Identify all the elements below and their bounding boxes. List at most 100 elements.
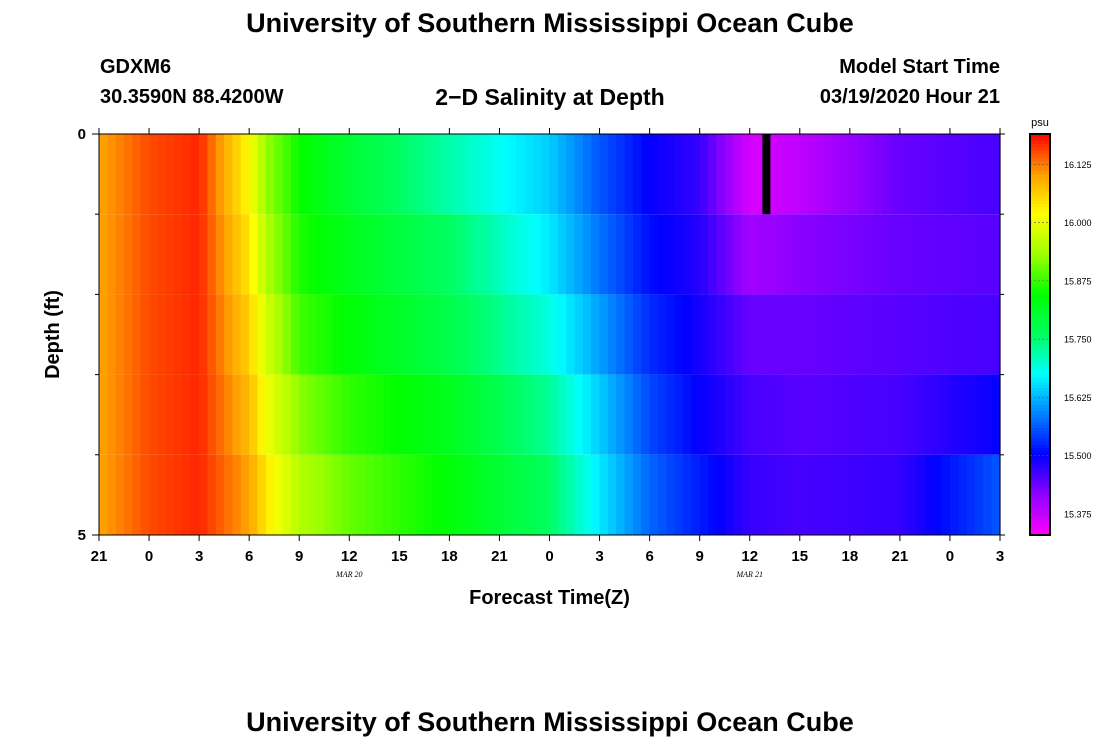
- x-tick-label: 18: [841, 548, 858, 565]
- heatmap-cell: [624, 454, 634, 535]
- heatmap-cell: [516, 374, 526, 455]
- colorbar-cell: [1030, 444, 1050, 449]
- heatmap-cell: [666, 134, 676, 215]
- heatmap-cell: [265, 294, 275, 375]
- heatmap-cell: [708, 374, 717, 455]
- colorbar-cell: [1030, 347, 1050, 352]
- heatmap-cell: [282, 134, 292, 215]
- colorbar-cell: [1030, 230, 1050, 235]
- heatmap-cell: [758, 454, 767, 535]
- heatmap-cell: [340, 214, 350, 295]
- heatmap-cell: [799, 134, 809, 215]
- heatmap-cell: [657, 214, 667, 295]
- colorbar-tick-label: 15.625: [1064, 393, 1092, 403]
- heatmap-cell: [249, 134, 259, 215]
- colorbar-cell: [1030, 474, 1050, 479]
- colorbar-cell: [1030, 531, 1050, 536]
- colorbar-cell: [1030, 421, 1050, 426]
- heatmap-cell: [165, 134, 175, 215]
- heatmap-cell: [432, 454, 442, 535]
- heatmap-cell: [282, 374, 292, 455]
- heatmap-cell: [749, 454, 759, 535]
- heatmap-cell: [682, 214, 692, 295]
- heatmap-cell: [591, 214, 601, 295]
- heatmap-cell: [708, 294, 717, 375]
- heatmap-cell: [299, 294, 309, 375]
- heatmap-cell: [290, 214, 300, 295]
- heatmap-cell: [399, 134, 409, 215]
- heatmap-cell: [591, 134, 601, 215]
- heatmap-cell: [699, 134, 709, 215]
- heatmap-cell: [340, 294, 350, 375]
- heatmap-cell: [466, 294, 476, 375]
- heatmap-cell: [607, 214, 617, 295]
- heatmap-cell: [249, 454, 259, 535]
- heatmap-cell: [741, 214, 751, 295]
- heatmap-cell: [783, 374, 793, 455]
- colorbar-cell: [1030, 250, 1050, 255]
- heatmap-cell: [424, 294, 434, 375]
- heatmap-cell: [524, 454, 534, 535]
- colorbar-cell: [1030, 468, 1050, 473]
- heatmap-cell: [574, 214, 584, 295]
- heatmap-cell: [532, 134, 542, 215]
- heatmap-cell: [716, 454, 726, 535]
- heatmap-cell: [733, 134, 742, 215]
- heatmap-cell: [332, 214, 342, 295]
- heatmap-cell: [507, 214, 517, 295]
- colorbar-cell: [1030, 150, 1050, 155]
- heatmap-cell: [541, 214, 551, 295]
- x-tick-label: 15: [791, 548, 808, 565]
- heatmap-cell: [758, 294, 767, 375]
- heatmap-cell: [799, 374, 809, 455]
- heatmap-cell: [315, 214, 325, 295]
- heatmap-cell: [808, 134, 818, 215]
- heatmap-cell: [933, 454, 943, 535]
- heatmap-cell: [808, 374, 818, 455]
- heatmap-cell: [249, 294, 259, 375]
- heatmap-cell: [791, 374, 801, 455]
- colorbar-cell: [1030, 321, 1050, 325]
- heatmap-cell: [974, 294, 984, 375]
- heatmap-cell: [991, 134, 1001, 215]
- heatmap-cell: [774, 214, 784, 295]
- heatmap-cell: [908, 374, 918, 455]
- heatmap-cell: [290, 374, 300, 455]
- colorbar-cell: [1030, 311, 1050, 315]
- x-tick-label: 9: [695, 548, 703, 565]
- colorbar-cell: [1030, 524, 1050, 529]
- heatmap-cell: [299, 454, 309, 535]
- heatmap-cell: [941, 294, 951, 375]
- heatmap-cell: [924, 374, 934, 455]
- heatmap-cell: [182, 294, 192, 375]
- colorbar-cell: [1030, 471, 1050, 476]
- heatmap-cell: [99, 294, 108, 375]
- heatmap-cell: [132, 294, 142, 375]
- heatmap-cell: [599, 374, 609, 455]
- heatmap-cell: [858, 454, 868, 535]
- heatmap-cell: [924, 294, 934, 375]
- colorbar-cell: [1030, 264, 1050, 269]
- heatmap-cell: [115, 214, 125, 295]
- heatmap-cell: [958, 214, 968, 295]
- heatmap-cell: [641, 374, 651, 455]
- colorbar-cell: [1030, 240, 1050, 245]
- heatmap-cell: [691, 214, 701, 295]
- heatmap-cell: [891, 214, 901, 295]
- heatmap-cell: [99, 134, 108, 215]
- heatmap-cell: [908, 214, 918, 295]
- heatmap-cell: [190, 134, 200, 215]
- heatmap-cell: [349, 454, 359, 535]
- colorbar-tick-label: 16.125: [1064, 160, 1092, 170]
- heatmap-cell: [466, 134, 476, 215]
- heatmap-cell: [666, 214, 676, 295]
- heatmap-cell: [290, 294, 300, 375]
- heatmap-cell: [824, 134, 834, 215]
- heatmap-cell: [466, 374, 476, 455]
- heatmap-cell: [891, 454, 901, 535]
- colorbar-cell: [1030, 217, 1050, 222]
- heatmap-cell: [165, 294, 175, 375]
- heatmap-cell: [607, 134, 617, 215]
- heatmap-cell: [149, 214, 158, 295]
